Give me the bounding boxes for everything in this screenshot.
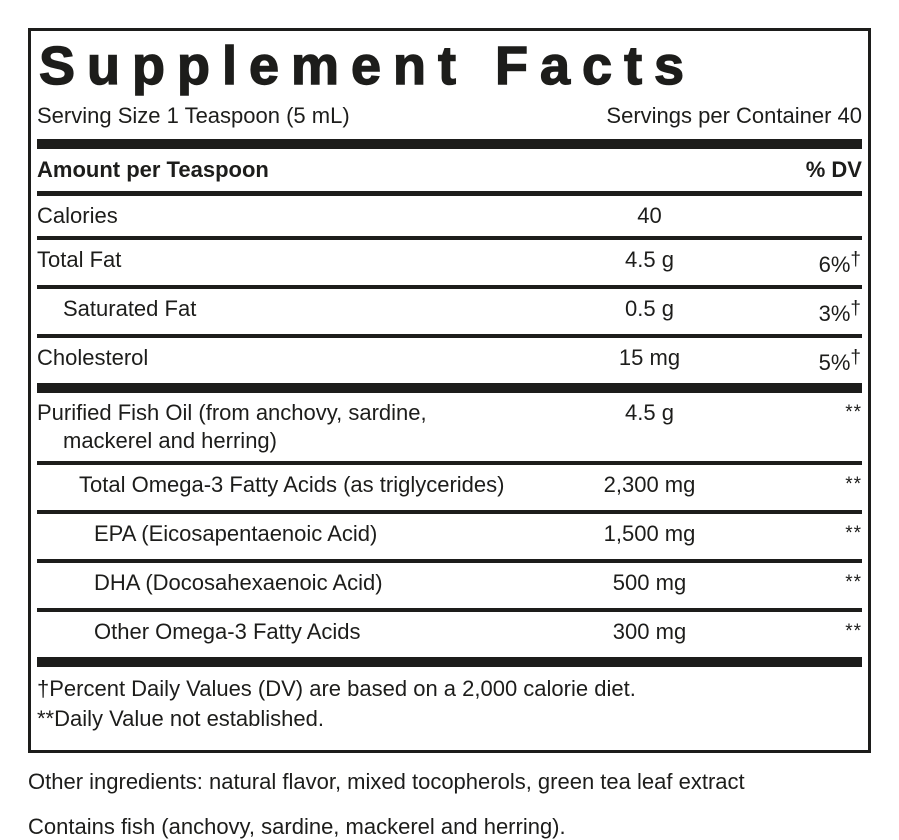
divider-thin	[37, 608, 862, 612]
nutrient-name: Cholesterol	[37, 344, 557, 372]
divider-thin	[37, 510, 862, 514]
nutrient-name: Purified Fish Oil (from anchovy, sardine…	[37, 399, 557, 455]
servings-per-container-text: Servings per Container 40	[606, 103, 862, 128]
nutrient-amount: 4.5 g	[625, 247, 674, 272]
footnote-dv-not-established: **Daily Value not established.	[37, 706, 324, 731]
amount-per-teaspoon-header: Amount per Teaspoon	[37, 157, 269, 182]
divider-medium	[37, 191, 862, 196]
nutrient-name-text: Total Omega-3 Fatty Acids (as triglyceri…	[79, 472, 505, 497]
serving-info-row: Serving Size 1 Teaspoon (5 mL) Servings …	[37, 99, 862, 139]
nutrient-name-text: EPA (Eicosapentaenoic Acid)	[94, 521, 378, 546]
nutrient-dv: **	[742, 520, 862, 553]
divider-thick	[37, 383, 862, 393]
nutrient-amount: 300 mg	[612, 619, 687, 644]
nutrient-dv: 3%†	[818, 298, 862, 326]
row-other-omega-3: Other Omega-3 Fatty Acids 300 mg **	[37, 612, 862, 657]
dagger-mark: †	[850, 249, 862, 270]
serving-size-text: Serving Size 1 Teaspoon (5 mL)	[37, 103, 350, 128]
footnote-daily-values: †Percent Daily Values (DV) are based on …	[37, 676, 636, 701]
nutrient-name-text-line2: mackerel and herring)	[63, 428, 277, 453]
nutrient-name: Saturated Fat	[37, 295, 557, 323]
asterisks-mark: **	[845, 402, 862, 423]
asterisks-mark: **	[845, 474, 862, 495]
nutrient-amount: 40	[637, 203, 662, 228]
divider-thin	[37, 334, 862, 338]
row-dha: DHA (Docosahexaenoic Acid) 500 mg **	[37, 563, 862, 608]
nutrient-dv: 5%†	[818, 347, 862, 375]
row-saturated-fat: Saturated Fat 0.5 g 3%†	[37, 289, 862, 334]
column-header-row: Amount per Teaspoon % DV	[37, 149, 862, 191]
dagger-mark: †	[850, 298, 862, 319]
dagger-mark: †	[850, 347, 862, 368]
nutrient-dv: **	[742, 471, 862, 504]
panel-title: Supplement Facts	[38, 35, 697, 96]
nutrient-dv: **	[742, 399, 862, 432]
nutrient-name-text: Saturated Fat	[63, 296, 197, 321]
allergen-contains-text: Contains fish (anchovy, sardine, mackere…	[28, 814, 566, 839]
row-purified-fish-oil: Purified Fish Oil (from anchovy, sardine…	[37, 393, 862, 461]
divider-thick	[37, 657, 862, 667]
nutrient-dv: **	[742, 569, 862, 602]
nutrient-name: Total Fat	[37, 246, 557, 274]
supplement-facts-panel: Supplement Facts Serving Size 1 Teaspoon…	[28, 28, 871, 753]
nutrient-name: Calories	[37, 202, 557, 230]
asterisks-mark: **	[845, 572, 862, 593]
divider-thin	[37, 236, 862, 240]
divider-thin	[37, 461, 862, 465]
nutrient-name: Other Omega-3 Fatty Acids	[37, 618, 557, 646]
other-ingredients-text: Other ingredients: natural flavor, mixed…	[28, 769, 745, 794]
divider-thin	[37, 559, 862, 563]
row-calories: Calories 40	[37, 196, 862, 236]
row-total-fat: Total Fat 4.5 g 6%†	[37, 240, 862, 285]
percent-dv-header: % DV	[805, 157, 862, 182]
nutrient-name-text: Other Omega-3 Fatty Acids	[94, 619, 361, 644]
footnotes: †Percent Daily Values (DV) are based on …	[37, 667, 862, 742]
divider-thin	[37, 285, 862, 289]
nutrient-name: DHA (Docosahexaenoic Acid)	[37, 569, 557, 597]
row-cholesterol: Cholesterol 15 mg 5%†	[37, 338, 862, 383]
nutrient-amount: 4.5 g	[625, 400, 674, 425]
nutrient-name-text: Purified Fish Oil (from anchovy, sardine…	[37, 400, 427, 425]
asterisks-mark: **	[845, 523, 862, 544]
row-total-omega-3: Total Omega-3 Fatty Acids (as triglyceri…	[37, 465, 862, 510]
row-epa: EPA (Eicosapentaenoic Acid) 1,500 mg **	[37, 514, 862, 559]
nutrient-name: EPA (Eicosapentaenoic Acid)	[37, 520, 557, 548]
nutrient-name: Total Omega-3 Fatty Acids (as triglyceri…	[37, 471, 557, 499]
nutrient-amount: 1,500 mg	[603, 521, 696, 546]
nutrient-dv: **	[742, 618, 862, 651]
nutrient-name-text: DHA (Docosahexaenoic Acid)	[94, 570, 383, 595]
nutrient-dv: 6%†	[818, 249, 862, 277]
asterisks-mark: **	[845, 621, 862, 642]
nutrient-name-text: Cholesterol	[37, 345, 149, 370]
nutrient-amount: 15 mg	[618, 345, 681, 370]
nutrient-amount: 500 mg	[612, 570, 687, 595]
nutrient-amount: 0.5 g	[625, 296, 674, 321]
divider-thick	[37, 139, 862, 149]
nutrient-amount: 2,300 mg	[603, 472, 696, 497]
nutrient-name-text: Total Fat	[37, 247, 122, 272]
nutrient-name-text: Calories	[37, 203, 118, 228]
